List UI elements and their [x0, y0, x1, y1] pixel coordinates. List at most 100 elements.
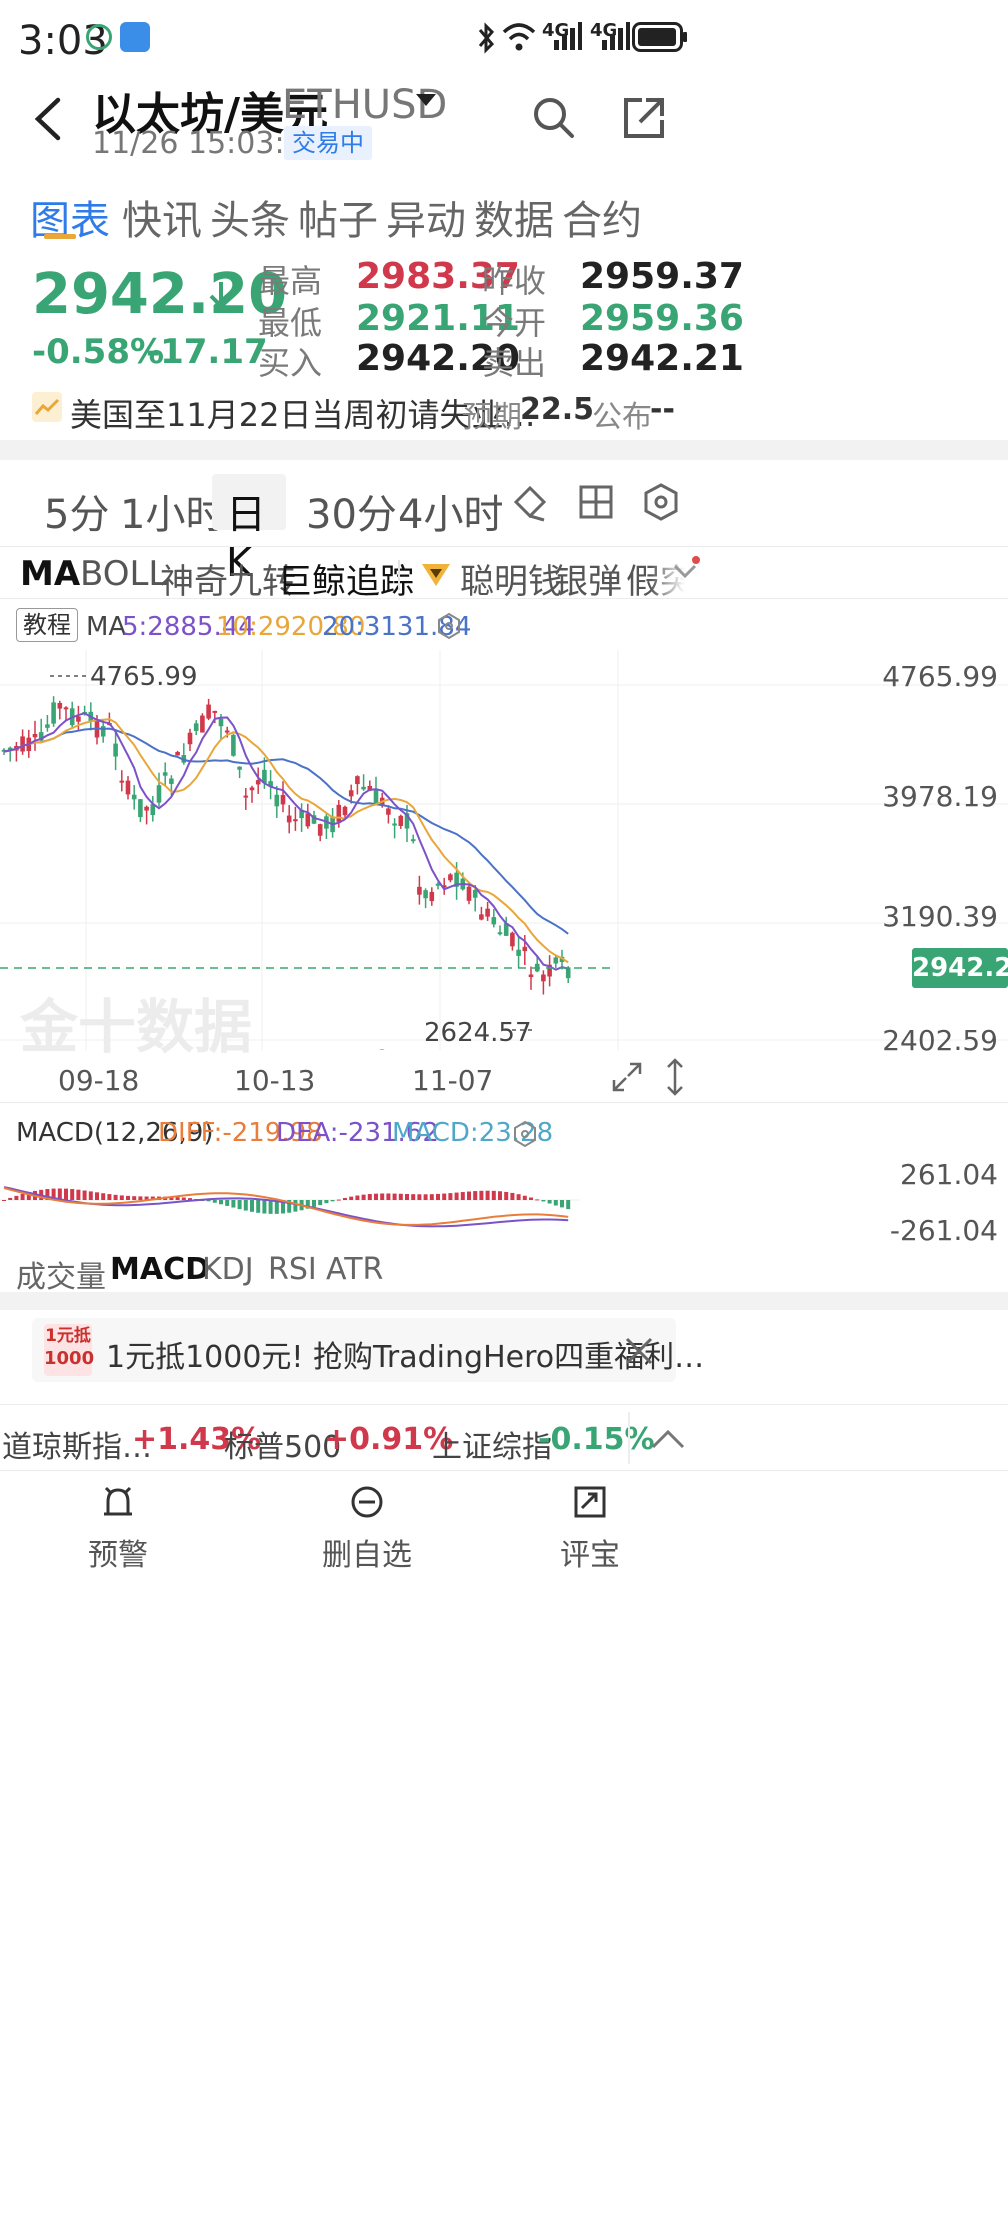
divider: [0, 598, 1008, 599]
tab-atr[interactable]: ATR: [326, 1252, 384, 1287]
search-icon[interactable]: [532, 96, 576, 140]
macd-bar: [547, 1200, 552, 1204]
macd-chart-svg: [0, 1186, 580, 1228]
candle-body: [541, 974, 546, 982]
macd-bar: [423, 1194, 428, 1200]
indicator-expand-icon[interactable]: [672, 562, 698, 582]
watermark: 金十数据: [20, 993, 253, 1061]
macd-bar: [398, 1193, 403, 1200]
candle-body: [311, 815, 317, 824]
period-30min[interactable]: 30分: [306, 492, 397, 538]
macd-bar: [132, 1196, 137, 1200]
high-annotation: 4765.99: [90, 662, 198, 692]
macd-bar: [405, 1193, 409, 1200]
change-absolute: -17.17: [146, 332, 268, 372]
settings-hex-icon[interactable]: [642, 482, 680, 522]
event-dot: [378, 1049, 386, 1057]
macd-bar: [473, 1191, 478, 1200]
bottom-nav: 预警 删自选 评宝: [0, 1476, 1008, 1573]
candlestick-chart[interactable]: 金十数据 4765.99 2624.57 4765.99 3978.19 319…: [0, 650, 1008, 1061]
macd-bar: [57, 1188, 62, 1200]
change-percent: -0.58%: [32, 332, 165, 372]
index-ticker[interactable]: 道琼斯指… +1.43% 标普500 +0.91% 上证综指 -0.15%: [0, 1412, 1008, 1465]
candle-body: [38, 732, 44, 741]
ticker-change-3: -0.15%: [538, 1422, 655, 1457]
macd-bar: [516, 1194, 521, 1200]
tab-volume[interactable]: 成交量: [16, 1260, 106, 1295]
macd-bar: [560, 1200, 564, 1208]
tab-flash[interactable]: 快讯: [122, 198, 202, 244]
macd-bar: [429, 1194, 434, 1200]
period-4hour[interactable]: 4小时: [398, 492, 504, 538]
macd-bar: [330, 1200, 335, 1202]
divider: [0, 1404, 1008, 1405]
close-icon[interactable]: [624, 1336, 654, 1366]
macd-bar: [535, 1199, 540, 1201]
nav-remove-watchlist[interactable]: 删自选: [312, 1484, 422, 1574]
fullscreen-icon[interactable]: [610, 1060, 644, 1094]
period-bar: 5分 1小时 日K 30分 4小时: [0, 470, 1008, 586]
indicator-silver-bullet[interactable]: 银弹: [554, 562, 622, 602]
promo-banner[interactable]: 1元抵 1000 1元抵1000元! 抢购TradingHero四重福利…: [32, 1318, 704, 1382]
macd-settings-icon[interactable]: [512, 1120, 538, 1148]
tab-posts[interactable]: 帖子: [298, 198, 378, 244]
symbol-label[interactable]: ETHUSD: [282, 82, 448, 128]
tab-headlines[interactable]: 头条: [210, 198, 290, 244]
open-label: 今开: [482, 304, 547, 342]
candle-body: [212, 710, 218, 713]
indicator-boll[interactable]: BOLL: [80, 554, 168, 594]
tab-kdj[interactable]: KDJ: [202, 1252, 254, 1287]
candle-body: [355, 776, 360, 785]
indicator-whale-tracking[interactable]: 巨鲸追踪: [278, 562, 414, 602]
tab-rsi[interactable]: RSI: [268, 1252, 317, 1287]
nav-review[interactable]: 评宝: [550, 1484, 630, 1574]
tab-movements[interactable]: 异动: [386, 198, 466, 244]
share-icon[interactable]: [622, 96, 666, 140]
macd-bar: [212, 1200, 217, 1203]
period-1hour[interactable]: 1小时: [120, 492, 226, 538]
macd-bars-group: [2, 1188, 571, 1214]
macd-chart[interactable]: 261.04 -261.04: [0, 1150, 1008, 1247]
macd-bar: [436, 1193, 440, 1200]
nav-review-label: 评宝: [560, 1538, 620, 1573]
economic-event-text[interactable]: 美国至11月22日当周初请失业…: [70, 396, 536, 434]
prev-close-label: 昨收: [482, 262, 547, 300]
vertical-scale-icon[interactable]: [664, 1058, 686, 1096]
candle-body: [218, 718, 224, 727]
status-bar: 3:03 4G 4G: [0, 0, 1008, 100]
ticker-name-1: 道琼斯指…: [2, 1430, 152, 1465]
candles-group: [1, 696, 571, 995]
period-5min[interactable]: 5分: [44, 492, 110, 538]
candle-body: [553, 957, 559, 964]
tab-contracts[interactable]: 合约: [562, 198, 642, 244]
y-tick-3: 3190.39: [882, 900, 998, 933]
indicator-ma[interactable]: MA: [20, 554, 81, 594]
candle-body: [485, 908, 490, 917]
low-annotation: 2624.57: [424, 1018, 532, 1048]
macd-bar: [498, 1191, 502, 1200]
nav-alert[interactable]: 预警: [78, 1484, 158, 1574]
trading-status-badge: 交易中: [284, 126, 372, 160]
indicator-smart-money[interactable]: 聪明钱: [460, 562, 562, 602]
candle-body: [404, 813, 410, 829]
tutorial-button[interactable]: 教程: [16, 608, 78, 642]
indicator-magic-nine[interactable]: 神奇九转: [160, 562, 296, 602]
symbol-dropdown-icon[interactable]: [416, 94, 436, 108]
macd-bar: [243, 1200, 248, 1211]
macd-bar: [374, 1193, 378, 1200]
ma-settings-icon[interactable]: [436, 612, 462, 640]
draw-tool-icon[interactable]: [510, 482, 550, 522]
tab-macd[interactable]: MACD: [110, 1252, 210, 1287]
layout-grid-icon[interactable]: [578, 484, 614, 520]
macd-bar: [64, 1188, 68, 1200]
tab-data[interactable]: 数据: [474, 198, 554, 244]
prev-close-value: 2959.37: [580, 256, 744, 297]
publish-value: --: [650, 392, 675, 427]
sub-indicator-tabs: 成交量 MACD KDJ RSI ATR: [0, 1246, 1008, 1295]
macd-bar: [113, 1194, 118, 1200]
candle-body: [559, 956, 565, 963]
chevron-up-icon[interactable]: [650, 1428, 686, 1450]
period-daily[interactable]: 日K: [212, 474, 286, 586]
candle-body: [138, 799, 143, 818]
back-icon[interactable]: [30, 96, 66, 142]
